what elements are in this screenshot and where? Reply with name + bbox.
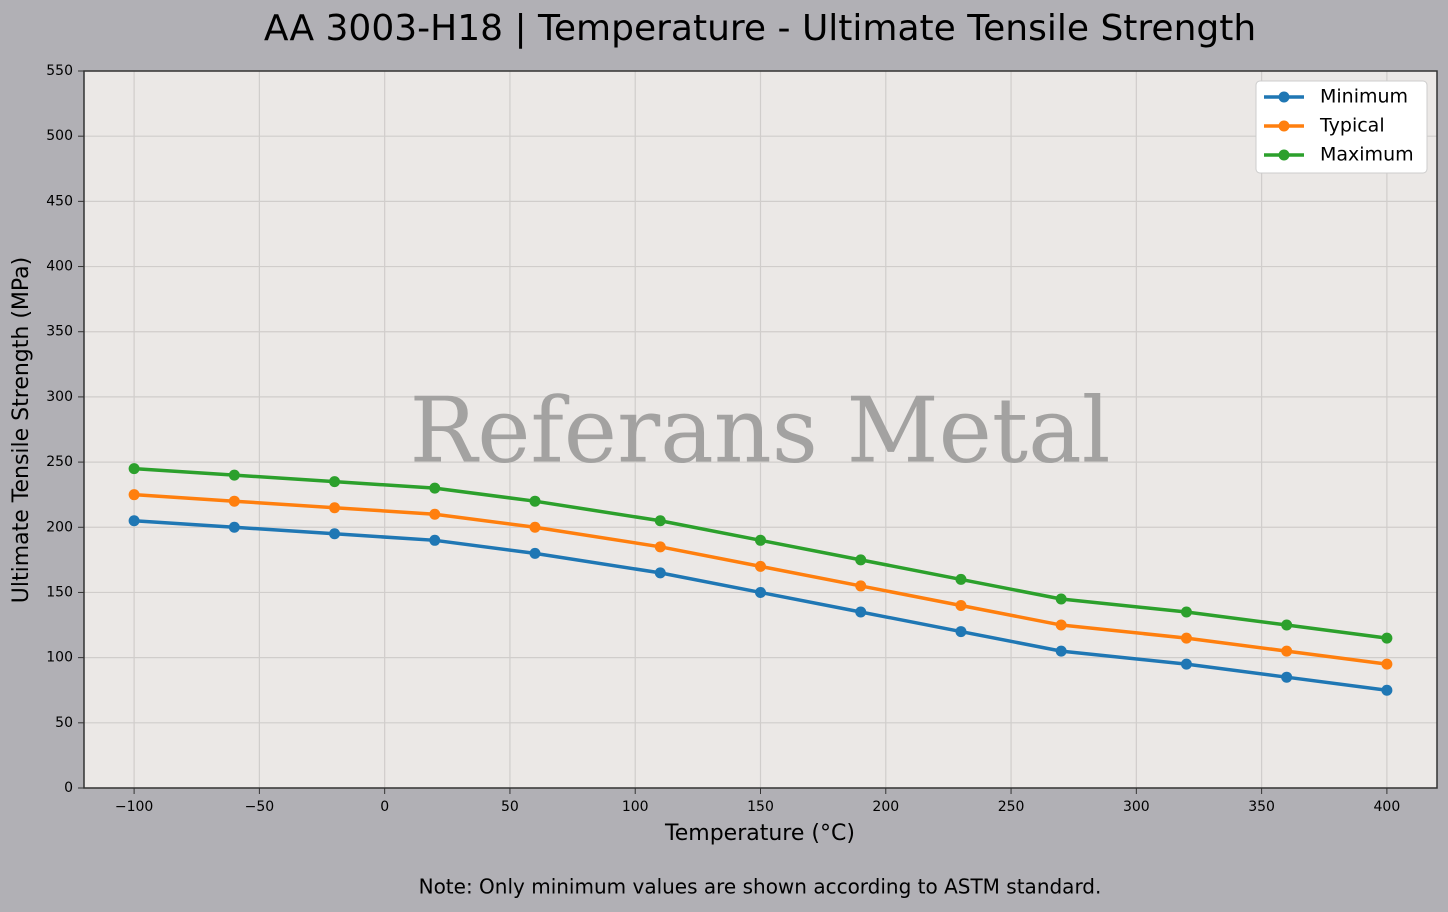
data-point bbox=[329, 528, 341, 540]
data-point bbox=[329, 502, 341, 514]
x-tick-label: 0 bbox=[380, 799, 389, 815]
data-point bbox=[1180, 658, 1192, 670]
data-point bbox=[955, 573, 967, 585]
data-point bbox=[1281, 671, 1293, 683]
data-point bbox=[429, 482, 441, 494]
x-tick-label: 350 bbox=[1248, 799, 1275, 815]
x-tick-label: 250 bbox=[998, 799, 1025, 815]
data-point bbox=[429, 508, 441, 520]
y-tick-label: 450 bbox=[46, 193, 73, 209]
y-tick-label: 150 bbox=[46, 584, 73, 600]
data-point bbox=[855, 554, 867, 566]
data-point bbox=[755, 560, 766, 572]
y-tick-label: 50 bbox=[55, 715, 73, 731]
data-point bbox=[228, 521, 240, 533]
data-point bbox=[1055, 645, 1067, 657]
chart-title: AA 3003-H18 | Temperature - Ultimate Ten… bbox=[264, 8, 1256, 49]
legend: Minimum Typical Maximum bbox=[1255, 80, 1428, 174]
data-point bbox=[128, 515, 140, 527]
y-tick-label: 500 bbox=[46, 128, 73, 144]
legend-label: Typical bbox=[1319, 115, 1385, 137]
x-tick-label: 50 bbox=[501, 799, 519, 815]
legend-label: Minimum bbox=[1320, 86, 1408, 108]
x-tick-label: 200 bbox=[872, 799, 899, 815]
data-point bbox=[329, 476, 341, 488]
y-tick-label: 250 bbox=[46, 454, 73, 470]
data-point bbox=[128, 489, 140, 501]
y-tick-label: 400 bbox=[46, 259, 73, 275]
data-point bbox=[755, 586, 766, 598]
data-point bbox=[1281, 645, 1293, 657]
data-point bbox=[429, 534, 441, 546]
note: Note: Only minimum values are shown acco… bbox=[419, 875, 1102, 899]
data-point bbox=[955, 599, 967, 611]
data-point bbox=[128, 463, 140, 475]
y-tick-label: 550 bbox=[46, 63, 73, 79]
watermark: Referans Metal bbox=[409, 378, 1110, 483]
x-tick-label: −100 bbox=[115, 799, 153, 815]
data-point bbox=[228, 495, 240, 507]
data-point bbox=[1281, 619, 1293, 631]
data-point bbox=[1180, 632, 1192, 644]
data-point bbox=[1055, 593, 1067, 605]
y-tick-label: 300 bbox=[46, 389, 73, 405]
legend-marker bbox=[1278, 120, 1290, 132]
data-point bbox=[228, 469, 240, 481]
x-tick-label: 100 bbox=[622, 799, 649, 815]
data-point bbox=[755, 534, 766, 546]
x-tick-label: 300 bbox=[1123, 799, 1150, 815]
x-tick-label: −50 bbox=[245, 799, 275, 815]
data-point bbox=[654, 567, 666, 579]
legend-box bbox=[1255, 80, 1428, 174]
data-point bbox=[855, 580, 867, 592]
legend-label: Maximum bbox=[1320, 144, 1414, 166]
x-tick-label: 400 bbox=[1374, 799, 1401, 815]
y-axis-label: Ultimate Tensile Strength (MPa) bbox=[9, 257, 34, 603]
data-point bbox=[654, 515, 666, 527]
data-point bbox=[855, 606, 867, 618]
data-point bbox=[1180, 606, 1192, 618]
data-point bbox=[654, 541, 666, 553]
data-point bbox=[1381, 684, 1393, 696]
y-tick-label: 200 bbox=[46, 519, 73, 535]
legend-marker bbox=[1278, 91, 1290, 103]
y-tick-label: 350 bbox=[46, 324, 73, 340]
data-point bbox=[529, 521, 541, 533]
y-tick-label: 100 bbox=[46, 650, 73, 666]
y-tick-label: 0 bbox=[64, 780, 73, 796]
data-point bbox=[1381, 658, 1393, 670]
data-point bbox=[1381, 632, 1393, 644]
plot-lines bbox=[128, 463, 1393, 696]
x-tick-label: 150 bbox=[747, 799, 774, 815]
x-axis-label: Temperature (°C) bbox=[664, 821, 855, 846]
legend-marker bbox=[1278, 149, 1290, 161]
data-point bbox=[955, 626, 967, 638]
data-point bbox=[529, 547, 541, 559]
data-point bbox=[1055, 619, 1067, 631]
data-point bbox=[529, 495, 541, 507]
